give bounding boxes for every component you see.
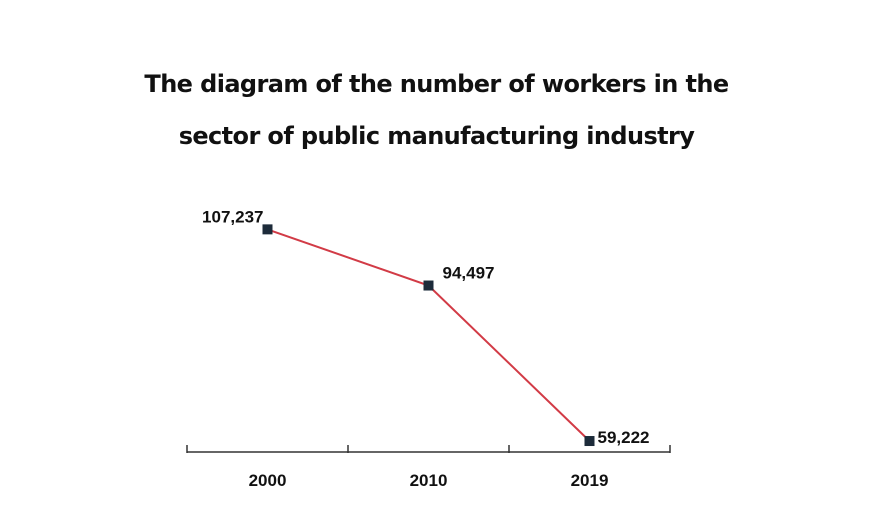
data-labels: 107,237 94,497 59,222 — [202, 207, 649, 447]
data-markers — [262, 224, 595, 447]
data-label-2019: 59,222 — [598, 428, 650, 447]
data-label-2000: 107,237 — [202, 207, 263, 226]
series-line-group — [267, 228, 591, 442]
chart-title-line-2: sector of public manufacturing industry — [178, 122, 695, 150]
series-line — [267, 228, 591, 442]
x-tick-label-2019: 2019 — [571, 471, 609, 490]
x-tick-label-2010: 2010 — [410, 471, 448, 490]
data-point-2000 — [262, 224, 273, 235]
x-axis: 2000 2010 2019 — [186, 445, 671, 490]
x-tick-label-2000: 2000 — [249, 471, 287, 490]
chart-title-line-1: The diagram of the number of workers in … — [144, 70, 729, 98]
data-label-2010: 94,497 — [443, 264, 495, 283]
data-point-2010 — [423, 280, 434, 291]
data-point-2019 — [584, 436, 595, 447]
